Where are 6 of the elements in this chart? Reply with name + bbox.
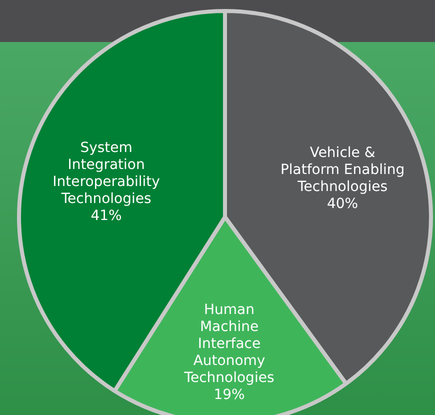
slice-label: Human Machine Interface Autonomy Technologies <box>183 302 274 386</box>
data-label: 19% <box>214 387 245 404</box>
slice-label: Vehicle & Platform Enabling Technologies <box>280 144 405 195</box>
slice-label: System Integration Interoperability Technologies <box>52 140 160 208</box>
data-label: 40% <box>326 196 358 212</box>
data-label: 41% <box>90 208 122 224</box>
